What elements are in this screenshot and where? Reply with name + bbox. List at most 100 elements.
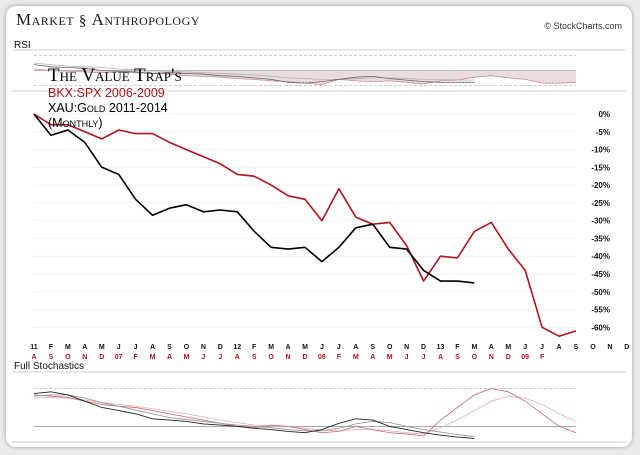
rsi-line-black <box>33 64 475 84</box>
x-tick-label-red: S <box>49 354 54 361</box>
series-line-red <box>33 113 577 337</box>
x-tick-label-black: D <box>624 344 629 351</box>
x-tick-label-red: O <box>472 354 478 361</box>
dna-icon: § <box>78 13 87 29</box>
x-tick-label-red: S <box>455 354 460 361</box>
y-tick-label: -45% <box>591 270 610 279</box>
x-tick-label-black: J <box>540 344 544 351</box>
x-tick-label-red: A <box>370 354 375 361</box>
x-tick-label-black: D <box>218 344 223 351</box>
y-tick-label: -25% <box>591 199 610 208</box>
x-tick-label-red: M <box>353 354 359 361</box>
x-tick-label-red: F <box>540 354 545 361</box>
x-tick-label-black: M <box>99 344 105 351</box>
x-tick-label-red: D <box>99 354 104 361</box>
x-tick-label-black: S <box>167 344 172 351</box>
y-tick-label: -15% <box>591 163 610 172</box>
x-tick-label-black: A <box>489 344 494 351</box>
x-tick-label-red: 07 <box>115 354 123 361</box>
x-tick-label-black: O <box>184 344 190 351</box>
x-tick-label-black: D <box>421 344 426 351</box>
x-tick-label-black: O <box>590 344 596 351</box>
x-tick-label-black: F <box>49 344 54 351</box>
x-tick-label-red: A <box>438 354 443 361</box>
stoch-label: Full Stochastics <box>14 361 85 372</box>
x-tick-label-black: N <box>201 344 206 351</box>
subtitle-black: XAU:Gold 2011-2014 <box>48 101 168 115</box>
x-tick-label-black: M <box>471 344 477 351</box>
y-tick-label: -5% <box>596 128 610 137</box>
x-tick-label-red: 09 <box>521 354 529 361</box>
x-tick-label-red: A <box>167 354 172 361</box>
x-tick-label-red: M <box>150 354 156 361</box>
x-tick-label-red: J <box>218 354 222 361</box>
x-tick-label-red: F <box>133 354 138 361</box>
x-tick-label-black: J <box>337 344 341 351</box>
subtitle-period: (Monthly) <box>48 116 103 130</box>
brand-word-2: Anthropology <box>91 10 200 29</box>
series-line-black <box>33 113 475 284</box>
stockcharts-credit: © StockCharts.com <box>544 21 622 31</box>
x-tick-label-black: J <box>523 344 527 351</box>
chart-title: The Value Trap's <box>48 65 182 86</box>
x-tick-label-red: O <box>268 354 274 361</box>
x-tick-label-red: N <box>489 354 494 361</box>
x-tick-label-red: A <box>235 354 240 361</box>
subtitle-red: BKX:SPX 2006-2009 <box>48 86 165 100</box>
x-tick-label-red: A <box>31 354 36 361</box>
x-tick-label-red: M <box>387 354 393 361</box>
x-tick-label-red: D <box>506 354 511 361</box>
y-tick-label: -60% <box>591 323 610 332</box>
x-tick-label-black: 11 <box>30 344 38 351</box>
rsi-line-gray <box>33 62 475 81</box>
brand-word-1: Market <box>16 10 75 29</box>
y-tick-label: -10% <box>591 146 610 155</box>
x-tick-label-black: M <box>65 344 71 351</box>
x-tick-label-black: N <box>607 344 612 351</box>
brand-logo: Market § Anthropology <box>16 10 200 30</box>
x-tick-label-red: M <box>184 354 190 361</box>
x-tick-label-black: J <box>320 344 324 351</box>
x-tick-label-black: N <box>404 344 409 351</box>
stoch-line-black <box>33 391 475 439</box>
x-tick-label-red: S <box>252 354 257 361</box>
x-tick-label-red: N <box>82 354 87 361</box>
x-tick-label-black: J <box>134 344 138 351</box>
rsi-label: RSI <box>14 40 31 51</box>
chart-svg: 0% -5% -10% -15% -20% -25% -30% -35% -40% -45% -50… <box>12 49 629 443</box>
x-tick-label-black: A <box>557 344 562 351</box>
y-tick-label: -40% <box>591 252 610 261</box>
x-tick-label-black: A <box>150 344 155 351</box>
x-tick-label-black: J <box>117 344 121 351</box>
chart-frame: Market § Anthropology © StockCharts.com … <box>6 6 632 447</box>
stoch-line-pink <box>33 395 577 435</box>
y-tick-label: -55% <box>591 306 610 315</box>
x-tick-label-red: J <box>422 354 426 361</box>
x-tick-label-red: F <box>337 354 342 361</box>
y-tick-label: -20% <box>591 181 610 190</box>
x-tick-label-red: 08 <box>318 354 326 361</box>
y-tick-label: -50% <box>591 288 610 297</box>
stoch-line-gray <box>33 394 475 437</box>
x-tick-label-black: A <box>286 344 291 351</box>
x-tick-label-red: D <box>302 354 307 361</box>
x-tick-label-black: F <box>252 344 257 351</box>
x-tick-label-black: M <box>302 344 308 351</box>
chart-title-block: The Value Trap's BKX:SPX 2006-2009 XAU:G… <box>48 66 182 131</box>
x-tick-label-black: M <box>505 344 511 351</box>
x-tick-label-black: A <box>82 344 87 351</box>
x-tick-label-black: F <box>455 344 460 351</box>
x-tick-label-red: N <box>286 354 291 361</box>
y-tick-label: 0% <box>598 110 610 119</box>
x-tick-label-black: S <box>370 344 375 351</box>
x-tick-label-black: M <box>268 344 274 351</box>
y-tick-label: -30% <box>591 217 610 226</box>
x-tick-label-black: 12 <box>233 344 241 351</box>
x-tick-label-black: O <box>387 344 393 351</box>
stoch-line-red <box>33 388 577 437</box>
x-tick-label-red: O <box>65 354 71 361</box>
y-tick-label: -35% <box>591 234 610 243</box>
x-tick-label-black: S <box>574 344 579 351</box>
x-tick-label-black: A <box>353 344 358 351</box>
x-tick-label-red: J <box>201 354 205 361</box>
